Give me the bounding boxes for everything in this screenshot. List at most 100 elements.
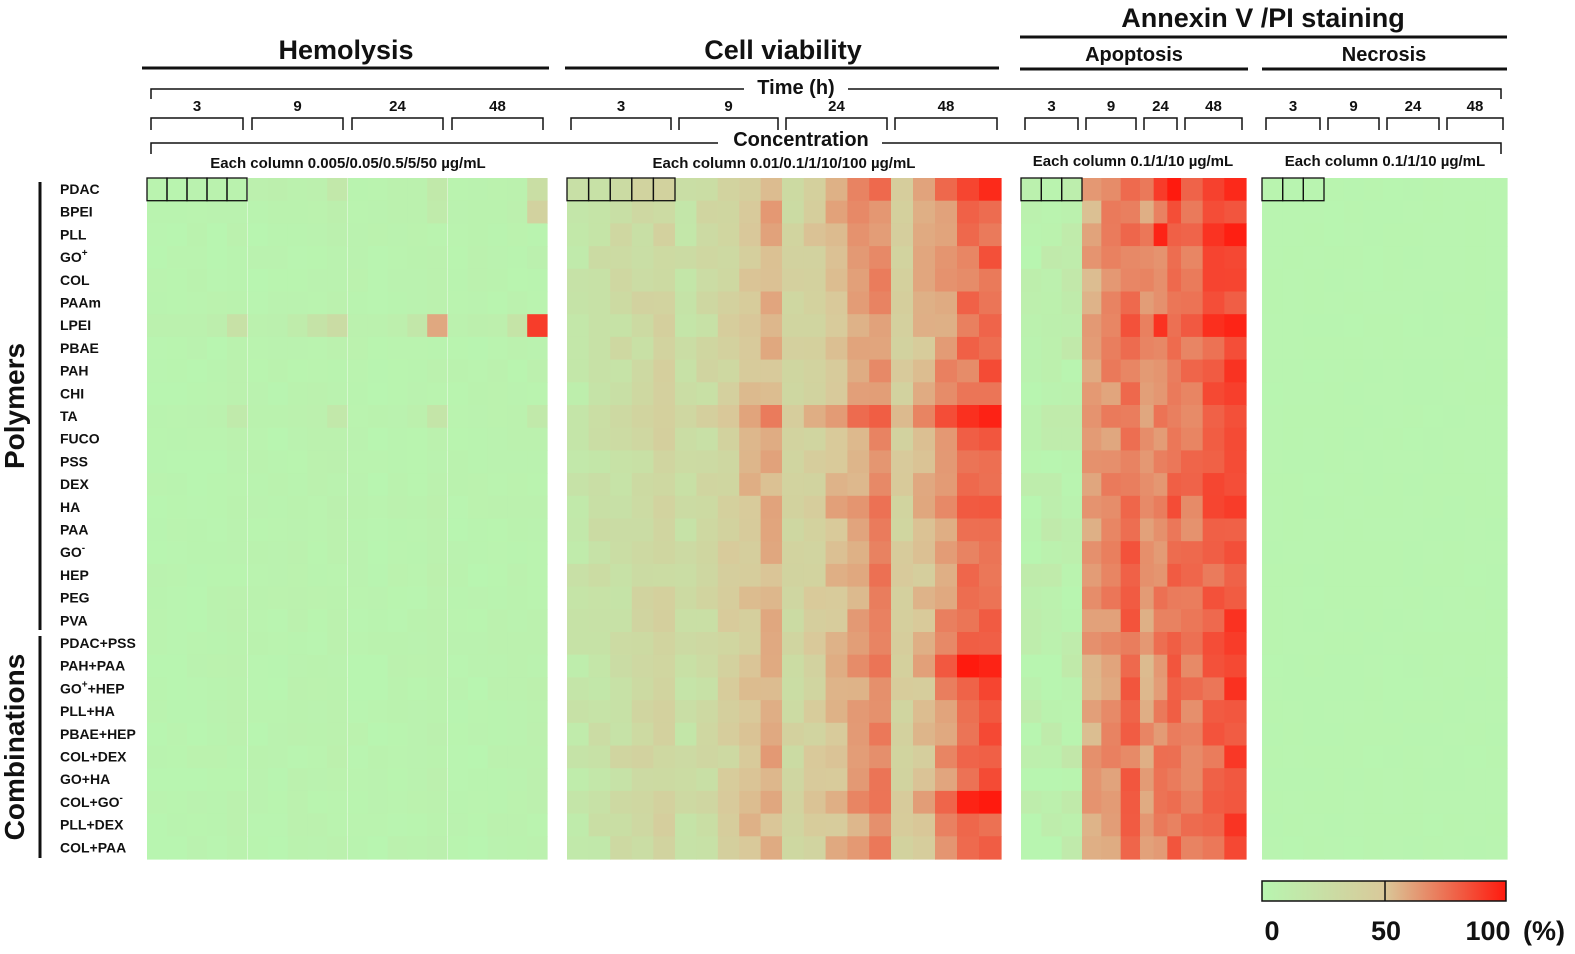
viability-cell-PAAm-t3-c3 xyxy=(610,291,633,315)
hemolysis-cell-GO--t48-c2 xyxy=(467,541,489,565)
hemolysis-cell-GO--t9-c4 xyxy=(307,541,328,565)
hemolysis-cell-COL+GO--t24-c3 xyxy=(387,790,408,815)
necrosis-cell-GO+-t24-c3 xyxy=(1423,246,1444,270)
hemolysis-cell-PAH-t48-c1 xyxy=(448,359,469,383)
necrosis-cell-COL+PAA-t24-c3 xyxy=(1423,836,1444,860)
viability-cell-PDAC+PSS-t24-c5 xyxy=(869,632,892,656)
viability-cell-COL+PAA-t24-c2 xyxy=(803,836,827,860)
apoptosis-cell-GO+-t3-c3 xyxy=(1061,246,1083,270)
viability-cell-PLL+DEX-t3-c2 xyxy=(588,813,611,837)
hemolysis-cell-LPEI-t3-c5 xyxy=(227,314,248,338)
apoptosis-cell-HEP-t9-c1 xyxy=(1082,563,1102,588)
hemolysis-cell-COL+GO--t3-c4 xyxy=(207,790,228,815)
necrosis-cell-PLL-t3-c2 xyxy=(1282,223,1304,247)
apoptosis-cell-PAH-t24-c3 xyxy=(1167,359,1182,383)
necrosis-cell-GO--t9-c2 xyxy=(1343,541,1364,565)
viability-cell-PAH-t48-c1 xyxy=(891,359,914,383)
viability-cell-PBAE+HEP-t9-c4 xyxy=(739,722,762,747)
apoptosis-cell-PEG-t24-c1 xyxy=(1140,586,1155,610)
hemolysis-cell-PVA-t3-c5 xyxy=(227,609,248,633)
hemolysis-cell-GO--t3-c2 xyxy=(167,541,188,565)
viability-time-bracket-48 xyxy=(894,117,998,130)
viability-cell-LPEI-t3-c4 xyxy=(631,314,654,338)
hemolysis-cell-PEG-t24-c3 xyxy=(387,586,408,610)
necrosis-cell-PBAE+HEP-t48-c1 xyxy=(1443,722,1465,747)
necrosis-cell-PAH-t3-c2 xyxy=(1282,359,1304,383)
necrosis-cell-CHI-t24-c3 xyxy=(1423,382,1444,406)
necrosis-cell-DEX-t3-c3 xyxy=(1303,473,1325,497)
viability-cell-GO+-t9-c5 xyxy=(760,246,783,270)
necrosis-cell-DEX-t48-c3 xyxy=(1485,473,1508,497)
necrosis-cell-CHI-t24-c1 xyxy=(1383,382,1404,406)
apoptosis-cell-PAA-t9-c3 xyxy=(1120,518,1141,542)
viability-cell-PBAE+HEP-t24-c2 xyxy=(803,722,827,747)
apoptosis-cell-PAH+PAA-t9-c1 xyxy=(1082,654,1102,678)
hemolysis-cell-PLL+DEX-t24-c1 xyxy=(348,813,369,837)
necrosis-cell-GO+HEP-t48-c1 xyxy=(1443,677,1465,701)
apoptosis-cell-PEG-t3-c1 xyxy=(1021,586,1042,610)
apoptosis-cell-COL+DEX-t9-c1 xyxy=(1082,745,1102,769)
viability-cell-PEG-t48-c2 xyxy=(913,586,936,610)
hemolysis-cell-PSS-t24-c5 xyxy=(427,450,448,474)
viability-cell-CHI-t9-c2 xyxy=(696,382,719,406)
viability-cell-CHI-t9-c5 xyxy=(760,382,783,406)
necrosis-cell-DEX-t24-c3 xyxy=(1423,473,1444,497)
apoptosis-cell-HEP-t9-c2 xyxy=(1101,563,1122,588)
hemolysis-cell-PLL+DEX-t24-c5 xyxy=(427,813,448,837)
apoptosis-cell-BPEI-t9-c1 xyxy=(1082,200,1102,224)
hemolysis-cell-TA-t48-c5 xyxy=(527,405,548,429)
hemolysis-cell-DEX-t48-c2 xyxy=(467,473,489,497)
necrosis-cell-HEP-t48-c2 xyxy=(1464,563,1487,588)
hemolysis-cell-PAAm-t24-c1 xyxy=(348,291,369,315)
hemolysis-cell-GO+HA-t3-c4 xyxy=(207,768,228,792)
viability-cell-COL+GO--t24-c5 xyxy=(869,790,892,815)
necrosis-cell-PAH-t48-c1 xyxy=(1443,359,1465,383)
viability-cell-PAA-t48-c2 xyxy=(913,518,936,542)
apoptosis-cell-PEG-t9-c3 xyxy=(1120,586,1141,610)
viability-cell-CHI-t24-c5 xyxy=(869,382,892,406)
viability-cell-CHI-t9-c1 xyxy=(675,382,697,406)
viability-cell-BPEI-t24-c5 xyxy=(869,200,892,224)
hemolysis-cell-COL+GO--t48-c5 xyxy=(527,790,548,815)
viability-cell-PDAC-t9-c2 xyxy=(696,178,719,202)
hemolysis-cell-PLL+DEX-t48-c5 xyxy=(527,813,548,837)
hemolysis-cell-COL+DEX-t24-c3 xyxy=(387,745,408,769)
viability-cell-PVA-t9-c2 xyxy=(696,609,719,633)
viability-cell-HEP-t48-c5 xyxy=(979,563,1002,588)
hemolysis-time-label-3: 3 xyxy=(193,98,201,115)
apoptosis-cell-COL+DEX-t24-c1 xyxy=(1140,745,1155,769)
hemolysis-cell-PDAC+PSS-t24-c5 xyxy=(427,632,448,656)
hemolysis-cell-PAH-t3-c3 xyxy=(187,359,208,383)
apoptosis-cell-PAAm-t24-c3 xyxy=(1167,291,1182,315)
hemolysis-cell-TA-t24-c1 xyxy=(348,405,369,429)
necrosis-cell-GO+HA-t24-c3 xyxy=(1423,768,1444,792)
polymers-group-label: Polymers xyxy=(0,343,30,469)
viability-cell-CHI-t3-c4 xyxy=(631,382,654,406)
necrosis-cell-HA-t24-c1 xyxy=(1383,495,1404,520)
apoptosis-cell-HA-t9-c3 xyxy=(1120,495,1141,520)
apoptosis-cell-COL+PAA-t9-c3 xyxy=(1120,836,1141,860)
necrosis-cell-PDAC+PSS-t9-c2 xyxy=(1343,632,1364,656)
hemolysis-cell-FUCO-t48-c2 xyxy=(467,427,489,451)
hemolysis-cell-HEP-t24-c2 xyxy=(367,563,389,588)
hemolysis-cell-PDAC-t24-c3 xyxy=(387,178,408,202)
viability-cell-PLL-t3-c3 xyxy=(610,223,633,247)
hemolysis-cell-LPEI-t48-c5 xyxy=(527,314,548,338)
hemolysis-cell-GO+HA-t9-c1 xyxy=(248,768,269,792)
necrosis-cell-PSS-t48-c2 xyxy=(1464,450,1487,474)
hemolysis-cell-PBAE+HEP-t48-c5 xyxy=(527,722,548,747)
necrosis-cell-COL+GO--t3-c2 xyxy=(1282,790,1304,815)
viability-cell-DEX-t48-c1 xyxy=(891,473,914,497)
hemolysis-cell-PBAE-t48-c3 xyxy=(487,336,508,361)
hemolysis-cell-PLL-t48-c2 xyxy=(467,223,489,247)
hemolysis-cell-PVA-t3-c1 xyxy=(147,609,168,633)
viability-cell-PDAC+PSS-t48-c3 xyxy=(935,632,958,656)
hemolysis-cell-PAH-t9-c2 xyxy=(267,359,289,383)
hemolysis-cell-PAA-t48-c5 xyxy=(527,518,548,542)
hemolysis-cell-PLL-t9-c2 xyxy=(267,223,289,247)
hemolysis-cell-HEP-t24-c4 xyxy=(407,563,428,588)
hemolysis-cell-GO+-t3-c5 xyxy=(227,246,248,270)
viability-cell-CHI-t9-c3 xyxy=(717,382,740,406)
hemolysis-cell-PBAE+HEP-t24-c1 xyxy=(348,722,369,747)
viability-cell-PAA-t24-c2 xyxy=(803,518,827,542)
